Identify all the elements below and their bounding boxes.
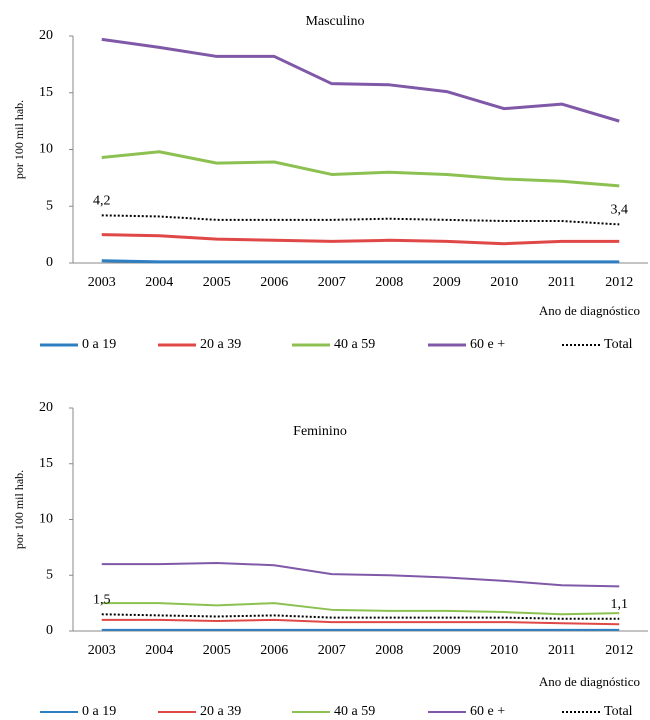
y-tick-label: 0 [46, 623, 53, 638]
legend-label: 60 e + [470, 337, 505, 352]
series-line [101, 613, 620, 620]
x-tick-label: 2012 [605, 643, 633, 658]
series-line [101, 214, 620, 226]
series-line [101, 259, 620, 264]
chart-title: Feminino [293, 424, 347, 439]
y-axis-label: por 100 mil hab. [12, 100, 26, 179]
series-line [101, 233, 620, 246]
x-tick-label: 2010 [490, 643, 518, 658]
y-tick-label: 5 [46, 198, 53, 213]
data-label: 4,2 [93, 194, 111, 209]
x-tick-label: 2008 [375, 643, 403, 658]
y-tick-label: 10 [39, 512, 53, 527]
x-tick-label: 2006 [260, 275, 288, 290]
legend-label: 0 a 19 [82, 704, 116, 719]
x-tick-label: 2009 [433, 275, 461, 290]
x-tick-label: 2011 [548, 275, 575, 290]
y-tick-label: 10 [39, 142, 53, 157]
x-tick-label: 2008 [375, 275, 403, 290]
y-axis-label: por 100 mil hab. [12, 470, 26, 549]
series-line [101, 561, 620, 588]
x-tick-label: 2007 [318, 275, 346, 290]
chart-title: Masculino [305, 14, 364, 29]
x-tick-label: 2005 [203, 275, 231, 290]
legend-label: 40 a 59 [334, 337, 375, 352]
x-tick-label: 2005 [203, 643, 231, 658]
data-label: 1,5 [93, 592, 111, 607]
y-tick-label: 5 [46, 567, 53, 582]
legend-label: Total [604, 337, 633, 352]
legend-label: 20 a 39 [200, 704, 241, 719]
x-tick-label: 2007 [318, 643, 346, 658]
x-tick-label: 2003 [88, 275, 116, 290]
legend-label: 40 a 59 [334, 704, 375, 719]
y-tick-label: 15 [39, 456, 53, 471]
x-tick-label: 2010 [490, 275, 518, 290]
x-tick-label: 2012 [605, 275, 633, 290]
series-line [101, 37, 620, 123]
x-axis-label: Ano de diagnóstico [539, 303, 640, 318]
y-tick-label: 20 [39, 28, 53, 43]
legend-label: 20 a 39 [200, 337, 241, 352]
x-tick-label: 2003 [88, 643, 116, 658]
x-tick-label: 2004 [145, 275, 173, 290]
legend-label: 0 a 19 [82, 337, 116, 352]
y-tick-label: 0 [46, 255, 53, 270]
series-line [101, 150, 620, 188]
x-axis-label: Ano de diagnóstico [539, 674, 640, 689]
y-tick-label: 20 [39, 400, 53, 415]
series-line [101, 602, 620, 616]
x-tick-label: 2009 [433, 643, 461, 658]
x-tick-label: 2004 [145, 643, 173, 658]
series-line [101, 618, 620, 626]
x-tick-label: 2011 [548, 643, 575, 658]
x-tick-label: 2006 [260, 643, 288, 658]
legend-label: Total [604, 704, 633, 719]
data-label: 1,1 [611, 597, 629, 612]
y-tick-label: 15 [39, 85, 53, 100]
data-label: 3,4 [611, 203, 629, 218]
legend-label: 60 e + [470, 704, 505, 719]
